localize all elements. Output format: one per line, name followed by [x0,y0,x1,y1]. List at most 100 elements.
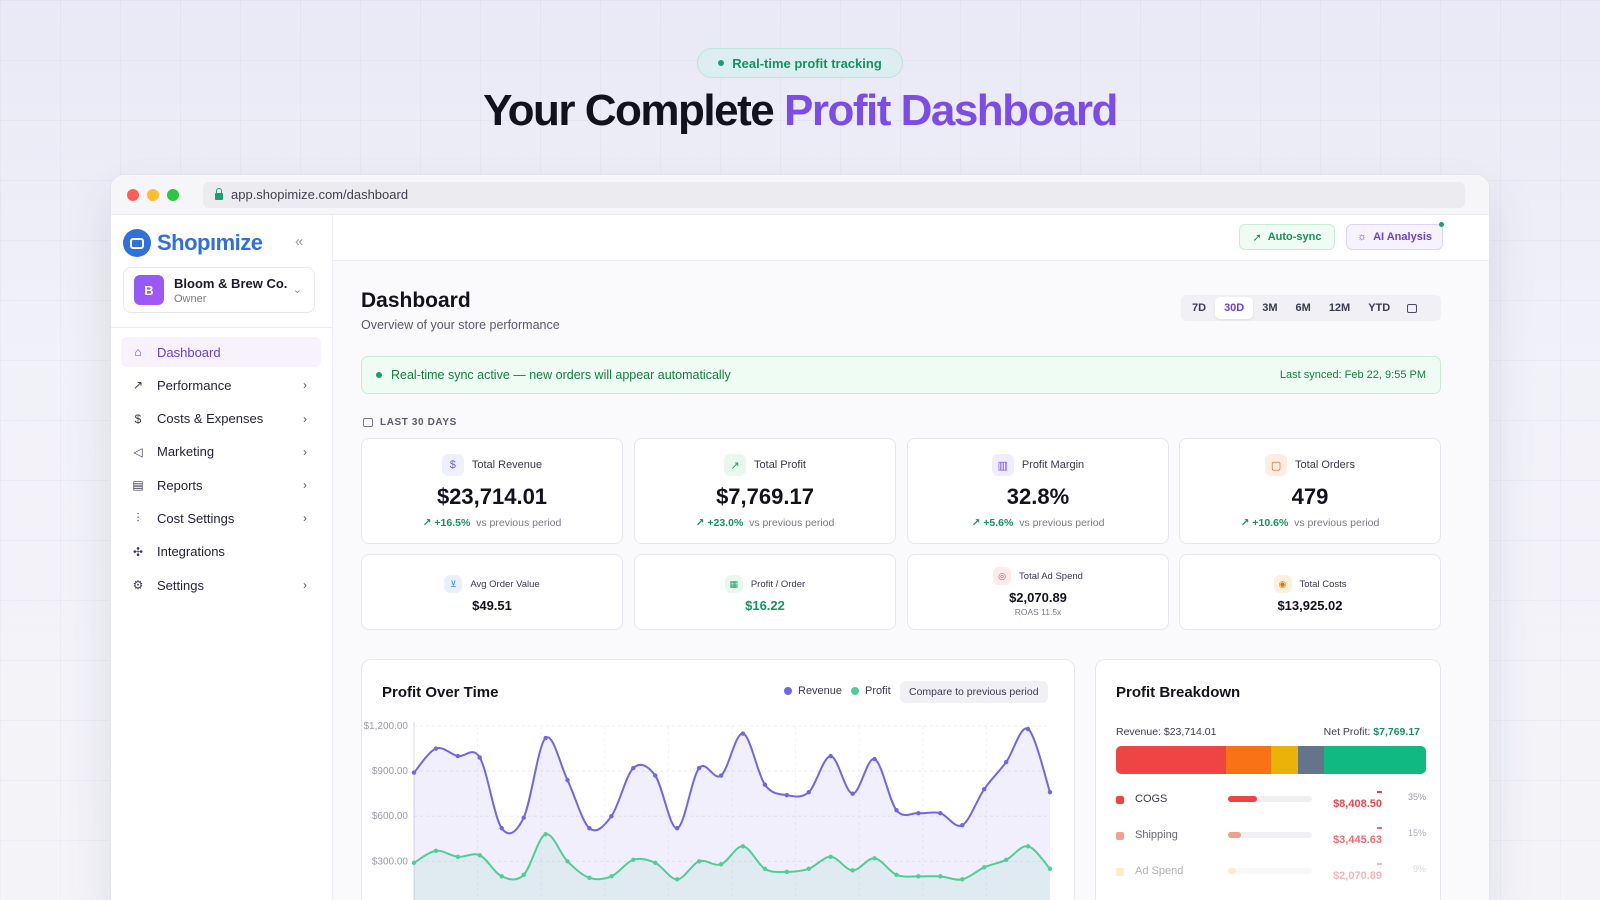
data-point-revenue[interactable] [850,791,855,796]
sidebar-item-performance[interactable]: ↗ Performance › [121,370,321,400]
breakdown-segment-shipping[interactable] [1225,746,1271,774]
range-option-12m[interactable]: 12M [1328,302,1351,314]
data-point-profit[interactable] [718,862,724,867]
data-point-revenue[interactable] [433,746,439,751]
data-point-revenue[interactable] [784,792,790,798]
trend-up-icon: ↗ [695,517,705,529]
data-point-revenue[interactable] [674,826,680,831]
data-point-revenue[interactable] [938,811,943,816]
data-point-revenue[interactable] [521,815,526,820]
range-option-7d[interactable]: 7D [1192,302,1207,314]
maximize-window-dot-icon[interactable] [167,188,179,201]
minimize-window-dot-icon[interactable] [147,188,159,201]
data-point-profit[interactable] [631,857,636,863]
data-point-profit[interactable] [1025,844,1031,849]
data-point-profit[interactable] [411,860,417,866]
data-point-revenue[interactable] [587,826,592,831]
breakdown-row-shipping[interactable]: Shipping $3,445.63 15% [1116,827,1426,848]
ai-analysis-button[interactable]: ☼ AI Analysis [1346,224,1443,250]
breakdown-segment-cogs[interactable] [1116,746,1226,774]
sliders-icon: ⫶ [136,510,140,525]
range-option-6m[interactable]: 6M [1295,302,1311,314]
data-point-revenue[interactable] [565,777,570,783]
breakdown-segment-net-profit[interactable] [1324,746,1426,774]
data-point-profit[interactable] [455,854,461,860]
sidebar-item-cost-settings[interactable]: ⫶ Cost Settings › [121,503,321,533]
sidebar-item-settings[interactable]: ⚙ Settings › [121,570,321,600]
legend-profit[interactable]: Profit [851,685,891,697]
data-point-revenue[interactable] [631,765,636,771]
collapse-sidebar-icon[interactable]: « [295,233,304,250]
data-point-revenue[interactable] [653,773,658,778]
data-point-profit[interactable] [543,832,548,837]
data-point-revenue[interactable] [872,756,877,762]
sidebar-item-costs-expenses[interactable]: $ Costs & Expenses › [121,404,321,434]
data-point-revenue[interactable] [894,807,899,813]
data-point-profit[interactable] [587,875,592,881]
kpi-value: $7,769.17 [716,484,814,509]
data-point-revenue[interactable] [499,826,504,831]
data-point-profit[interactable] [982,865,987,870]
data-point-profit[interactable] [894,872,899,878]
data-point-revenue[interactable] [762,782,768,787]
data-point-profit[interactable] [609,874,614,879]
breakdown-segment-ad-spend[interactable] [1270,746,1298,774]
data-point-profit[interactable] [521,872,526,878]
data-point-revenue[interactable] [718,773,724,778]
data-point-revenue[interactable] [543,735,548,741]
data-point-profit[interactable] [433,848,439,853]
data-point-profit[interactable] [740,844,746,849]
sidebar-item-marketing[interactable]: ◁ Marketing › [121,437,321,467]
data-point-revenue[interactable] [477,755,482,760]
store-switcher[interactable]: B Bloom & Brew Co. Owner ⌄ [123,267,315,313]
data-point-revenue[interactable] [455,753,461,759]
data-point-profit[interactable] [499,874,504,879]
data-point-revenue[interactable] [1047,789,1053,795]
data-point-revenue[interactable] [1025,726,1031,732]
address-bar[interactable]: app.shopimize.com/dashboard [203,181,1465,208]
range-option-ytd[interactable]: YTD [1368,302,1391,314]
compare-previous-button[interactable]: Compare to previous period [900,681,1048,703]
sidebar-item-reports[interactable]: ▤ Reports › [121,470,321,500]
data-point-profit[interactable] [872,856,877,861]
data-point-profit[interactable] [850,868,855,873]
data-point-revenue[interactable] [1003,759,1009,765]
breakdown-row-ad-spend[interactable]: Ad Spend $2,070.89 9% [1116,863,1426,884]
breakdown-row-cogs[interactable]: COGS $8,408.50 35% [1116,791,1426,812]
data-point-profit[interactable] [1047,866,1053,872]
calendar-picker-icon[interactable] [1407,303,1418,313]
sidebar-item-integrations[interactable]: ✣ Integrations [121,537,321,567]
range-option-3m[interactable]: 3M [1262,302,1278,314]
data-point-revenue[interactable] [916,811,921,816]
data-point-profit[interactable] [916,874,921,879]
data-point-revenue[interactable] [411,770,417,775]
breakdown-row-label: Shipping [1135,829,1178,841]
data-point-profit[interactable] [762,866,768,872]
auto-sync-button[interactable]: ➚ Auto-sync [1239,224,1335,250]
data-point-profit[interactable] [828,854,833,860]
data-point-revenue[interactable] [806,789,811,795]
breakdown-segment-other[interactable] [1297,746,1325,774]
data-point-revenue[interactable] [609,814,614,819]
data-point-profit[interactable] [960,877,965,882]
brand[interactable]: Shopımize [123,229,263,257]
data-point-revenue[interactable] [960,823,965,828]
data-point-profit[interactable] [784,869,790,875]
range-option-30d[interactable]: 30D [1215,297,1254,319]
data-point-revenue[interactable] [740,731,746,736]
legend-revenue[interactable]: Revenue [784,685,842,697]
data-point-revenue[interactable] [982,786,987,792]
sidebar: Shopımize « B Bloom & Brew Co. Owner ⌄ ⌂… [111,215,333,900]
data-point-revenue[interactable] [828,753,833,759]
data-point-profit[interactable] [565,859,570,864]
data-point-revenue[interactable] [696,765,702,771]
data-point-profit[interactable] [1003,857,1009,863]
data-point-profit[interactable] [938,874,943,879]
data-point-profit[interactable] [696,859,702,864]
close-window-dot-icon[interactable] [127,188,139,201]
sidebar-item-dashboard[interactable]: ⌂ Dashboard [121,337,321,367]
data-point-profit[interactable] [477,853,482,858]
data-point-profit[interactable] [674,877,680,882]
data-point-profit[interactable] [806,866,811,872]
data-point-profit[interactable] [653,860,658,866]
